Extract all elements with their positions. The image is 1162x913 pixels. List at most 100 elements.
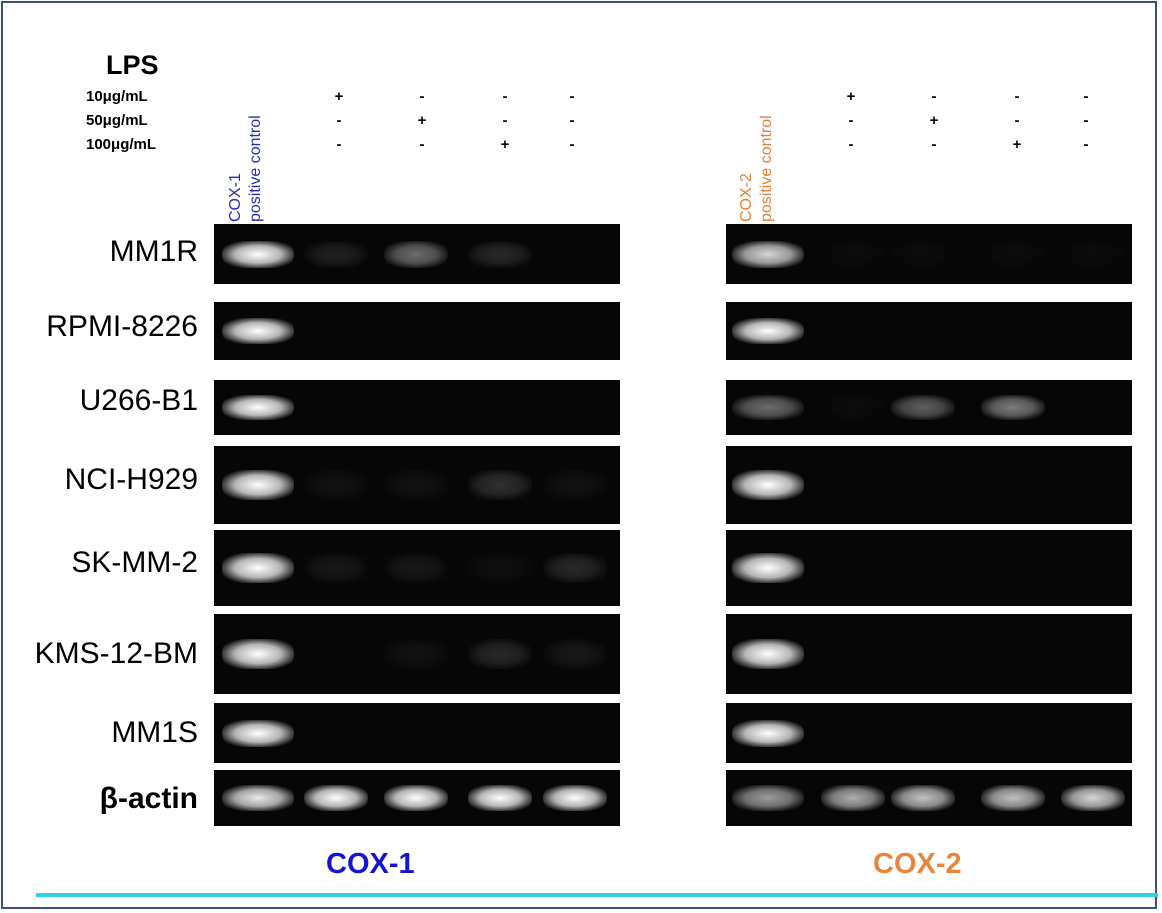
row-label: RPMI-8226 bbox=[46, 310, 198, 343]
gel-band bbox=[732, 639, 804, 669]
minus-sign: - bbox=[569, 88, 575, 105]
minus-sign: - bbox=[1083, 136, 1089, 153]
minus-sign: - bbox=[1083, 112, 1089, 129]
minus-sign: - bbox=[1083, 88, 1089, 105]
minus-sign: - bbox=[419, 136, 425, 153]
cox1-gel-mm1r bbox=[214, 224, 620, 284]
gel-band bbox=[1061, 785, 1125, 811]
cox2-gel-kms-12-bm bbox=[726, 614, 1132, 694]
gel-band bbox=[384, 470, 448, 500]
gel-band bbox=[891, 395, 955, 420]
minus-sign: - bbox=[931, 136, 937, 153]
gel-band bbox=[821, 785, 885, 811]
cox1-gel-rpmi-8226 bbox=[214, 302, 620, 360]
gel-band bbox=[732, 719, 804, 747]
gel-band bbox=[543, 470, 607, 500]
gel-band bbox=[732, 785, 804, 811]
lps-dose-label: 100μg/mL bbox=[86, 136, 157, 153]
gel-band bbox=[891, 785, 955, 811]
gel-band bbox=[891, 240, 955, 268]
gel-band bbox=[222, 395, 294, 420]
gel-band bbox=[468, 553, 532, 583]
plus-sign: + bbox=[334, 88, 344, 105]
positive-control-line: positive control bbox=[247, 115, 264, 222]
gel-band bbox=[304, 240, 368, 268]
gel-band bbox=[384, 785, 448, 811]
minus-sign: - bbox=[419, 88, 425, 105]
cox1-gel-mm1s bbox=[214, 703, 620, 763]
plus-sign: + bbox=[846, 88, 856, 105]
gel-band bbox=[304, 785, 368, 811]
minus-sign: - bbox=[1014, 88, 1020, 105]
gel-band bbox=[981, 785, 1045, 811]
gel-band bbox=[821, 395, 885, 420]
gel-band bbox=[468, 240, 532, 268]
cox2-gel-mm1s bbox=[726, 703, 1132, 763]
plus-sign: + bbox=[417, 112, 427, 129]
positive-control-label: COX-1 positive control bbox=[226, 115, 266, 222]
row-label: MM1R bbox=[109, 235, 198, 268]
cox1-panel-title: COX-1 bbox=[326, 848, 415, 880]
cox1-gel-kms-12-bm bbox=[214, 614, 620, 694]
cox1-gel-sk-mm-2 bbox=[214, 530, 620, 606]
minus-sign: - bbox=[336, 112, 342, 129]
cox1-gel-nci-h929 bbox=[214, 446, 620, 524]
minus-sign: - bbox=[502, 112, 508, 129]
positive-control-line: COX-2 bbox=[738, 173, 755, 222]
row-label: SK-MM-2 bbox=[71, 546, 198, 579]
gel-band bbox=[222, 317, 294, 345]
gel-band bbox=[543, 639, 607, 669]
gel-band bbox=[304, 470, 368, 500]
plus-sign: + bbox=[1012, 136, 1022, 153]
positive-control-line: COX-1 bbox=[227, 173, 244, 222]
cox2-gel-nci-h929 bbox=[726, 446, 1132, 524]
minus-sign: - bbox=[569, 136, 575, 153]
gel-band bbox=[304, 553, 368, 583]
gel-band bbox=[543, 785, 607, 811]
gel-band bbox=[222, 240, 294, 268]
gel-band bbox=[732, 553, 804, 583]
cox2-panel-title: COX-2 bbox=[873, 848, 962, 880]
gel-band bbox=[222, 639, 294, 669]
cox1-gel--actin bbox=[214, 770, 620, 826]
cox2-gel-sk-mm-2 bbox=[726, 530, 1132, 606]
gel-band bbox=[222, 470, 294, 500]
lps-title: LPS bbox=[106, 50, 159, 80]
gel-band bbox=[468, 785, 532, 811]
gel-band bbox=[384, 553, 448, 583]
gel-band bbox=[222, 719, 294, 747]
minus-sign: - bbox=[931, 88, 937, 105]
plus-sign: + bbox=[929, 112, 939, 129]
minus-sign: - bbox=[569, 112, 575, 129]
gel-band bbox=[821, 240, 885, 268]
bottom-divider bbox=[36, 893, 1158, 897]
positive-control-label: COX-2 positive control bbox=[737, 115, 777, 222]
row-label: NCI-H929 bbox=[64, 463, 198, 496]
positive-control-line: positive control bbox=[758, 115, 775, 222]
cox2-gel-u266-b1 bbox=[726, 380, 1132, 435]
gel-band bbox=[468, 470, 532, 500]
row-label: KMS-12-BM bbox=[34, 637, 198, 670]
gel-band bbox=[981, 240, 1045, 268]
cox1-gel-u266-b1 bbox=[214, 380, 620, 435]
gel-band bbox=[222, 553, 294, 583]
gel-band bbox=[384, 240, 448, 268]
cox2-gel-mm1r bbox=[726, 224, 1132, 284]
lps-dose-label: 10μg/mL bbox=[86, 88, 148, 105]
gel-band bbox=[543, 553, 607, 583]
gel-band bbox=[468, 639, 532, 669]
gel-band bbox=[732, 240, 804, 268]
cox2-gel--actin bbox=[726, 770, 1132, 826]
minus-sign: - bbox=[848, 112, 854, 129]
gel-band bbox=[981, 395, 1045, 420]
lps-dose-label: 50μg/mL bbox=[86, 112, 148, 129]
row-label: MM1S bbox=[111, 716, 198, 749]
cox2-gel-rpmi-8226 bbox=[726, 302, 1132, 360]
gel-band bbox=[222, 785, 294, 811]
row-label: β-actin bbox=[99, 782, 198, 815]
minus-sign: - bbox=[1014, 112, 1020, 129]
gel-band bbox=[1061, 240, 1125, 268]
gel-band bbox=[732, 395, 804, 420]
gel-band bbox=[732, 470, 804, 500]
